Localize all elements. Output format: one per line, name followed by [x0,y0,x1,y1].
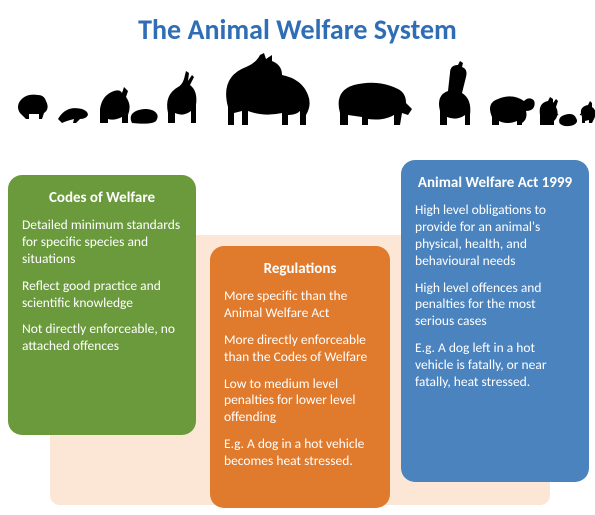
card-title: Codes of Welfare [22,189,182,207]
page-title: The Animal Welfare System [0,0,595,47]
card-line: E.g. A dog in a hot vehicle becomes heat… [224,436,376,470]
card-animal-welfare-act: Animal Welfare Act 1999 High level oblig… [401,160,589,482]
card-line: More specific than the Animal Welfare Ac… [224,288,376,322]
card-line: Detailed minimum standards for specific … [22,217,182,268]
card-title: Animal Welfare Act 1999 [415,174,575,192]
card-line: E.g. A dog left in a hot vehicle is fata… [415,340,575,391]
card-title: Regulations [224,260,376,278]
card-regulations: Regulations More specific than the Anima… [210,246,390,508]
card-codes-of-welfare: Codes of Welfare Detailed minimum standa… [8,175,196,435]
card-line: Reflect good practice and scientific kno… [22,278,182,312]
card-line: Not directly enforceable, no attached of… [22,321,182,355]
card-line: High level obligations to provide for an… [415,202,575,270]
card-line: More directly enforceable than the Codes… [224,332,376,366]
animal-silhouettes [0,53,595,133]
card-line: High level offences and penalties for th… [415,280,575,331]
card-line: Low to medium level penalties for lower … [224,376,376,427]
